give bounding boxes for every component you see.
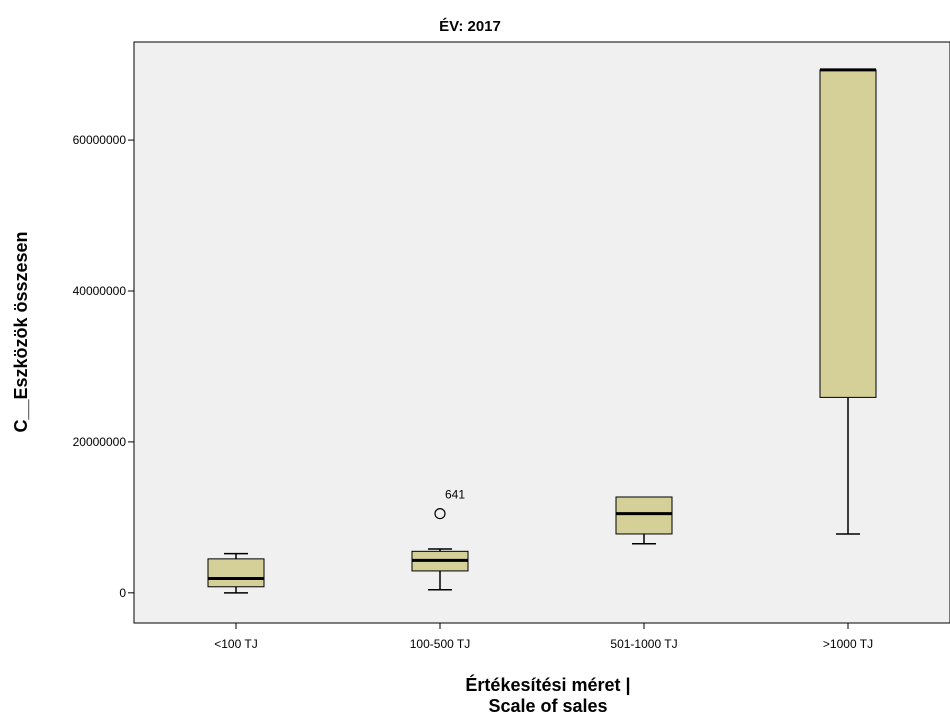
plot-area [133, 41, 950, 624]
x-tick-label: 100-500 TJ [410, 637, 471, 651]
box-4 [819, 68, 877, 535]
x-tick-label: >1000 TJ [823, 637, 873, 651]
outlier-point [434, 507, 446, 520]
x-axis-title-line-1: Értékesítési méret | [465, 674, 630, 695]
y-axis: 0 20000000 40000000 60000000 [73, 133, 134, 600]
y-axis-title: C__Eszközök összesen [11, 231, 31, 432]
outlier-label: 641 [445, 488, 465, 502]
x-axis: <100 TJ 100-500 TJ 501-1000 TJ >1000 TJ [214, 623, 873, 651]
x-tick-label: <100 TJ [214, 637, 257, 651]
box-series [207, 68, 877, 594]
y-tick-label: 20000000 [73, 435, 127, 449]
y-tick-label: 40000000 [73, 284, 127, 298]
x-tick-label: 501-1000 TJ [610, 637, 677, 651]
outlier-series: 641 [434, 488, 465, 520]
box-iqr [819, 69, 877, 398]
chart-title: ÉV: 2017 [439, 18, 501, 35]
y-tick-label: 60000000 [73, 133, 127, 147]
box-3 [615, 496, 673, 545]
box-iqr [207, 558, 265, 588]
box-iqr [615, 496, 673, 535]
x-axis-title-line-2: Scale of sales [488, 696, 607, 715]
y-tick-label: 0 [119, 586, 126, 600]
box-2 [411, 548, 469, 591]
box-1 [207, 552, 265, 594]
